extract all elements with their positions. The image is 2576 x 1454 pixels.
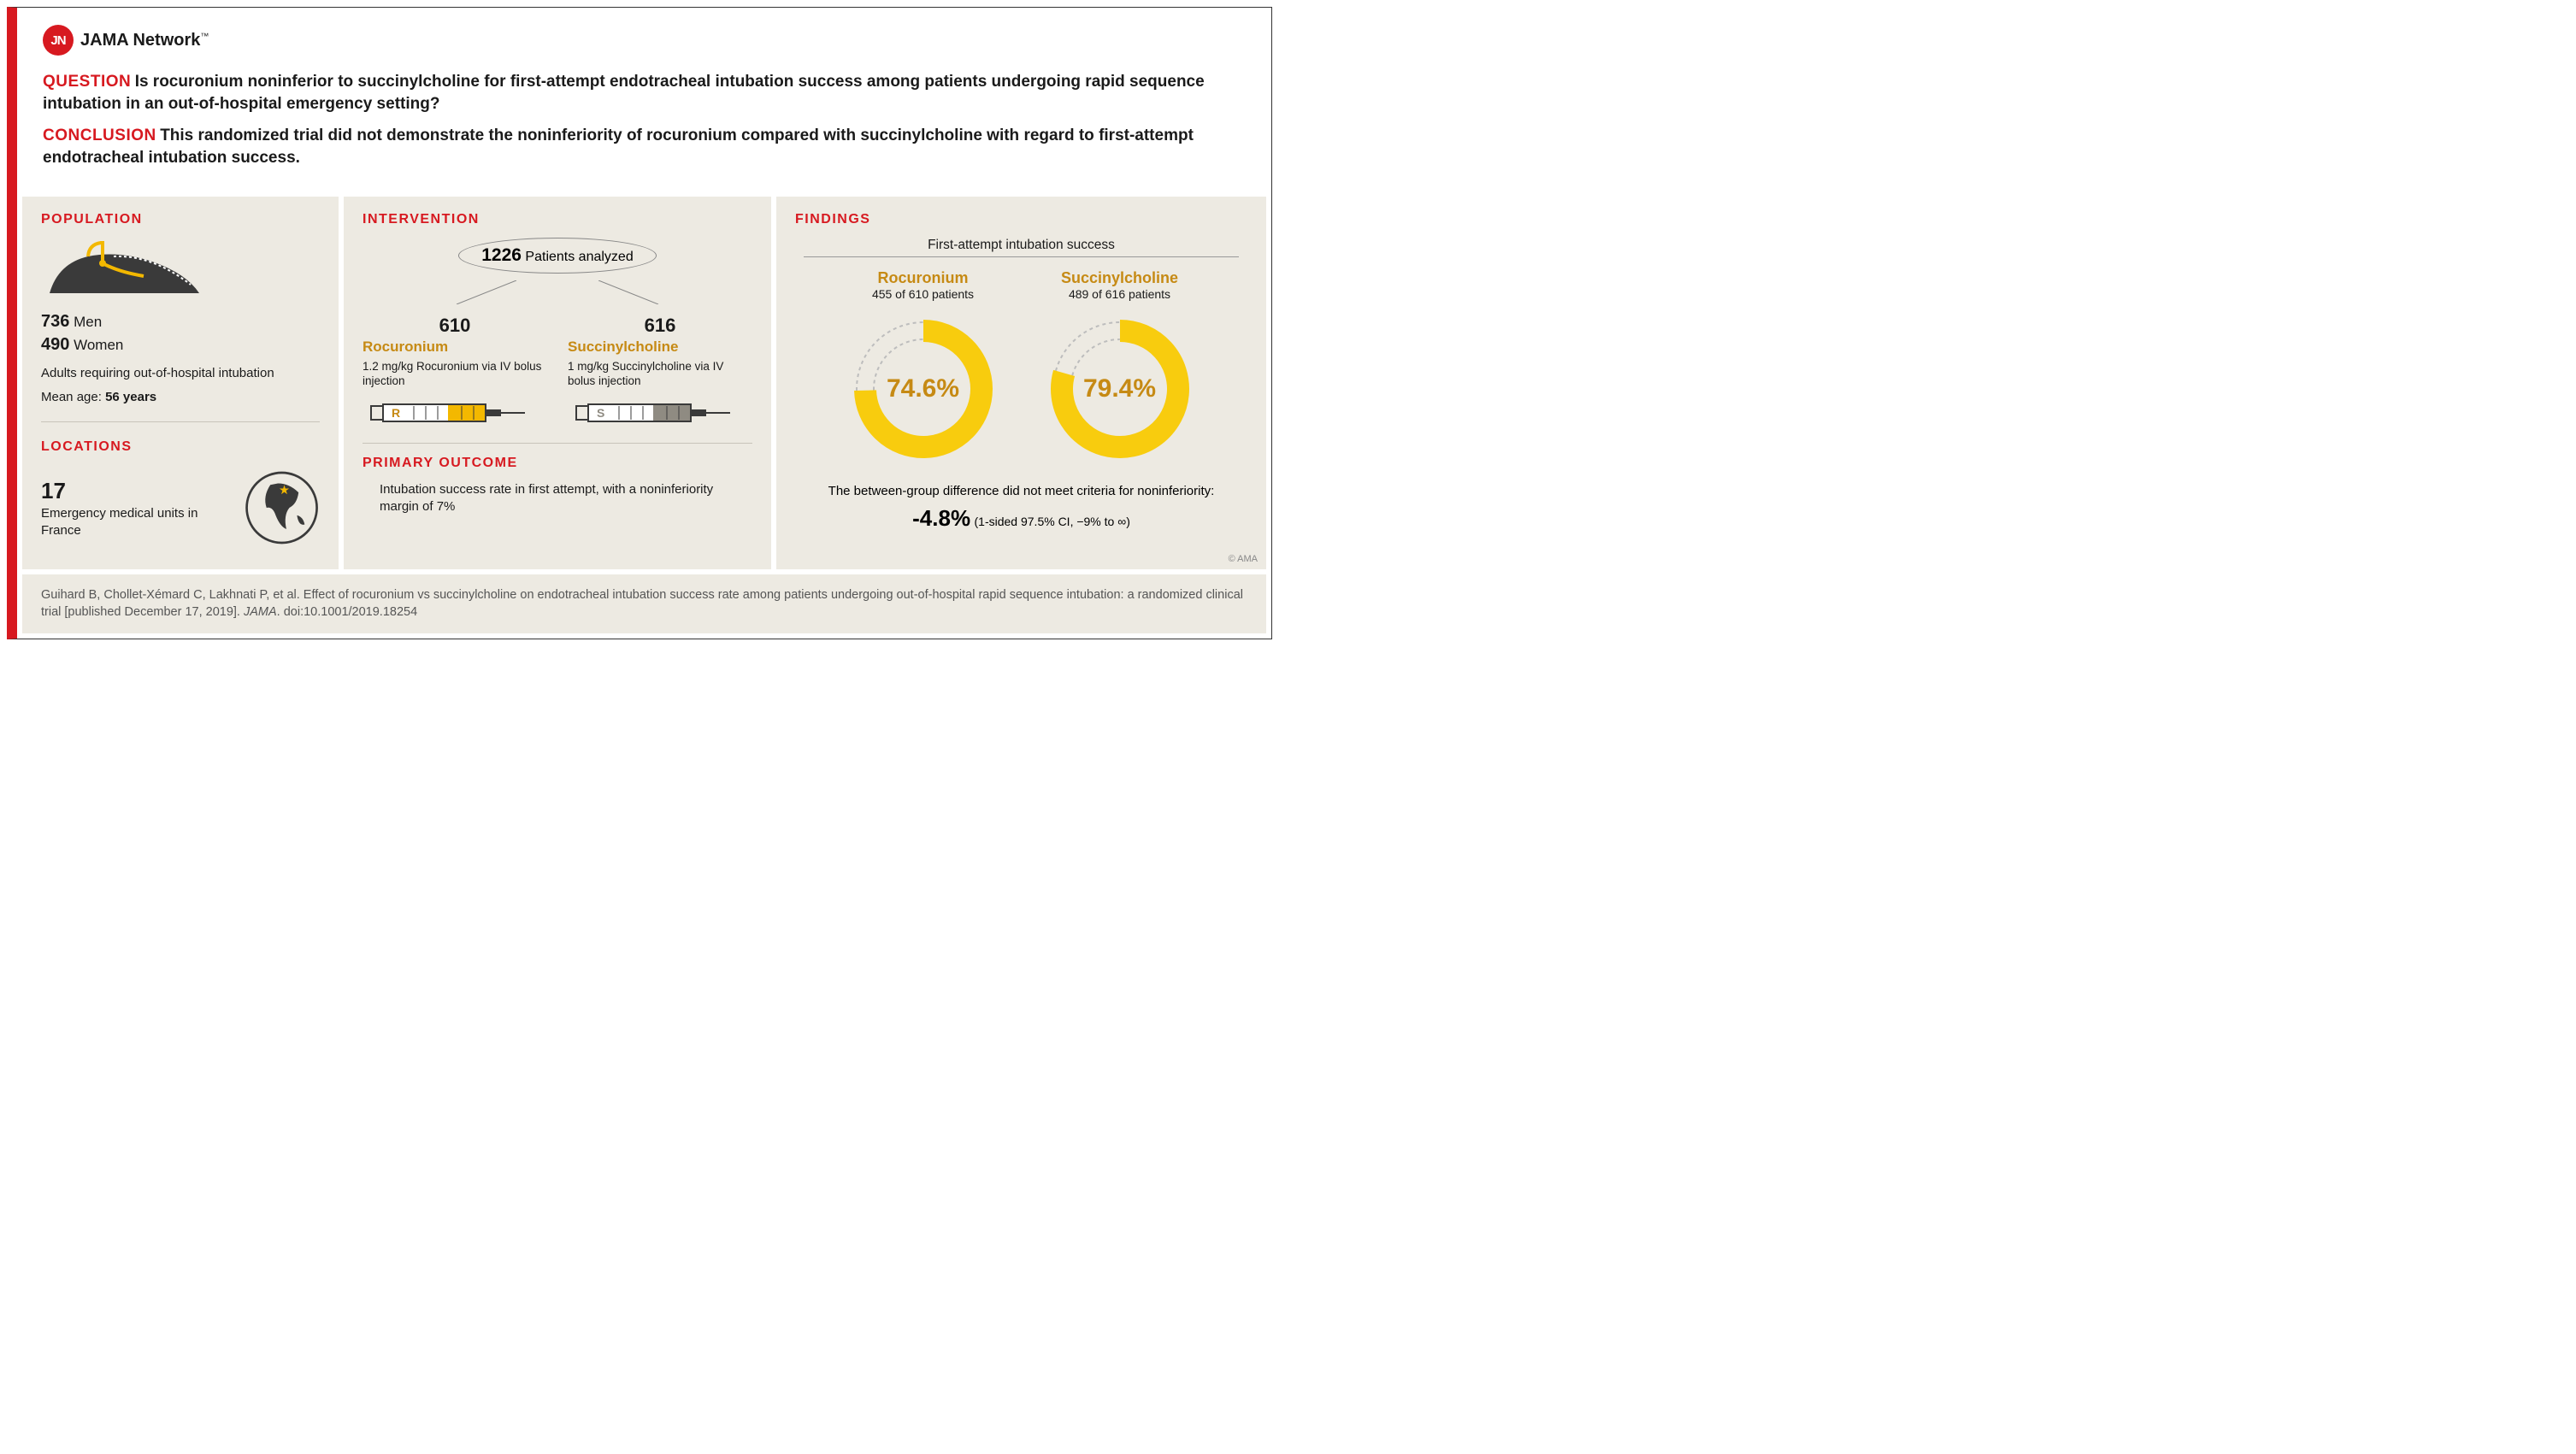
donut-s-name: Succinylcholine [1039, 269, 1201, 287]
question-block: QUESTION Is rocuronium noninferior to su… [43, 71, 1246, 115]
arm-r-n: 610 [363, 315, 547, 337]
primary-outcome-text: Intubation success rate in first attempt… [380, 481, 752, 516]
intubation-icon [41, 238, 203, 306]
panel-left: POPULATION 736 Men 490 Women [22, 197, 339, 570]
question-label: QUESTION [43, 73, 131, 91]
brand-name: JAMA Network™ [80, 31, 209, 50]
women-label: Women [74, 337, 123, 353]
fork-lines [363, 280, 752, 304]
divider [41, 421, 320, 422]
conclusion-block: CONCLUSION This randomized trial did not… [43, 125, 1246, 168]
arm-s-name: Succinylcholine [568, 338, 752, 356]
donut-r-name: Rocuronium [842, 269, 1005, 287]
primary-outcome-title: PRIMARY OUTCOME [363, 456, 752, 471]
men-label: Men [74, 314, 102, 330]
intervention-total: 1226 Patients analyzed [363, 238, 752, 274]
locations-count: 17 [41, 477, 220, 506]
age-value: 56 years [105, 390, 156, 404]
citation-doi: . doi:10.1001/2019.18254 [277, 605, 417, 619]
citation: Guihard B, Chollet-Xémard C, Lakhnati P,… [22, 574, 1266, 633]
locations-panel: LOCATIONS 17 Emergency medical units in … [41, 439, 320, 550]
findings-ci: (1-sided 97.5% CI, −9% to ∞) [975, 515, 1130, 528]
findings-note: The between-group difference did not mee… [795, 482, 1247, 500]
svg-text:S: S [597, 406, 604, 420]
syringe-r-icon: R [363, 397, 533, 428]
infographic-container: JN JAMA Network™ QUESTION Is rocuronium … [7, 7, 1272, 639]
age-label: Mean age: [41, 390, 102, 404]
donut-row: Rocuronium 455 of 610 patients 74.6% Suc… [795, 269, 1247, 470]
population-title: POPULATION [41, 212, 320, 227]
total-analyzed-label: Patients analyzed [525, 250, 633, 264]
header: JN JAMA Network™ QUESTION Is rocuronium … [17, 8, 1271, 197]
men-count: 736 [41, 312, 69, 331]
arm-s-dose: 1 mg/kg Succinylcholine via IV bolus inj… [568, 359, 752, 389]
locations-desc: Emergency medical units in France [41, 505, 220, 539]
findings-diff-value: -4.8% [912, 505, 970, 531]
arm-succinylcholine: 616 Succinylcholine 1 mg/kg Succinylchol… [568, 315, 752, 431]
citation-journal: JAMA [244, 605, 277, 619]
donut-succinylcholine: Succinylcholine 489 of 616 patients 79.4… [1039, 269, 1201, 470]
conclusion-label: CONCLUSION [43, 127, 156, 144]
conclusion-text: This randomized trial did not demonstrat… [43, 127, 1194, 167]
svg-text:★: ★ [279, 484, 290, 497]
panel-middle: INTERVENTION 1226 Patients analyzed 610 … [344, 197, 771, 570]
women-count: 490 [41, 335, 69, 354]
divider [363, 443, 752, 444]
findings-title: FINDINGS [795, 212, 1247, 227]
locations-text: 17 Emergency medical units in France [41, 477, 220, 539]
donut-r-pct: 74.6% [887, 374, 959, 403]
arm-s-n: 616 [568, 315, 752, 337]
intervention-title: INTERVENTION [363, 212, 752, 227]
population-desc: Adults requiring out-of-hospital intubat… [41, 365, 320, 382]
brand-tm: ™ [200, 32, 209, 41]
intervention-arms: 610 Rocuronium 1.2 mg/kg Rocuronium via … [363, 315, 752, 431]
donut-r-sub: 455 of 610 patients [842, 287, 1005, 301]
globe-icon: ★ [244, 465, 320, 550]
population-panel: POPULATION 736 Men 490 Women [41, 212, 320, 405]
donut-s-pct: 79.4% [1083, 374, 1156, 403]
arm-r-dose: 1.2 mg/kg Rocuronium via IV bolus inject… [363, 359, 547, 389]
svg-text:R: R [392, 406, 400, 420]
copyright: © AMA [1229, 554, 1258, 564]
donut-rocuronium: Rocuronium 455 of 610 patients 74.6% [842, 269, 1005, 470]
donut-s-sub: 489 of 616 patients [1039, 287, 1201, 301]
syringe-s-icon: S [568, 397, 739, 428]
arm-rocuronium: 610 Rocuronium 1.2 mg/kg Rocuronium via … [363, 315, 547, 431]
brand-name-text: JAMA Network [80, 31, 200, 50]
arm-r-name: Rocuronium [363, 338, 547, 356]
citation-text: Guihard B, Chollet-Xémard C, Lakhnati P,… [41, 588, 1243, 619]
population-age: Mean age: 56 years [41, 390, 320, 404]
population-counts: 736 Men 490 Women [41, 310, 320, 356]
brand-logo-icon: JN [43, 25, 74, 56]
findings-subtitle: First-attempt intubation success [804, 238, 1239, 257]
total-analyzed-n: 1226 [481, 245, 522, 265]
question-text: Is rocuronium noninferior to succinylcho… [43, 73, 1205, 113]
findings-diff: -4.8% (1-sided 97.5% CI, −9% to ∞) [795, 505, 1247, 532]
locations-title: LOCATIONS [41, 439, 320, 455]
brand-row: JN JAMA Network™ [43, 25, 1246, 56]
panels-row: POPULATION 736 Men 490 Women [17, 197, 1271, 575]
panel-findings: FINDINGS First-attempt intubation succes… [776, 197, 1266, 570]
